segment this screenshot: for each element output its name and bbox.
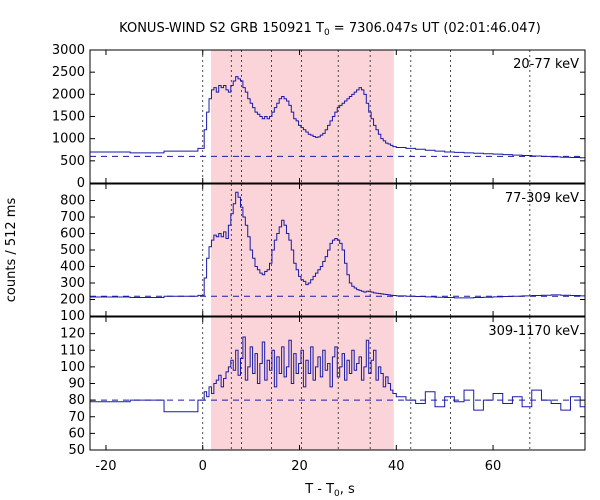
y-tick-label: 200 [60, 293, 85, 308]
y-tick-label: 50 [68, 443, 85, 458]
y-tick-label: 700 [60, 210, 85, 225]
x-tick-label: 40 [388, 459, 405, 474]
count-rate-histogram [90, 76, 586, 159]
y-tick-label: 60 [68, 426, 85, 441]
y-tick-label: 110 [60, 343, 85, 358]
panel-20-77kev: 0 500 1000 1500 2000 2500 3000 20-77 keV [52, 43, 586, 191]
y-tick-label: 0 [77, 176, 85, 191]
y-tick-label: 100 [60, 360, 85, 375]
y-tick-label: 1000 [52, 132, 85, 147]
y-tick-label: 2500 [52, 65, 85, 80]
chart-title: KONUS-WIND S2 GRB 150921 T0 = 7306.047s … [119, 21, 541, 38]
y-tick-label: 120 [60, 327, 85, 342]
y-tick-label: 400 [60, 260, 85, 275]
count-rate-histogram [90, 191, 586, 299]
y-tick-label: 500 [60, 243, 85, 258]
y-tick-label: 2000 [52, 87, 85, 102]
y-axis-label: counts / 512 ms [4, 198, 19, 303]
count-rate-histogram [90, 336, 586, 413]
x-tick-label: 60 [485, 459, 502, 474]
burst-interval-shade [210, 317, 394, 450]
burst-interval-shade [210, 50, 394, 183]
y-tick-label: 90 [68, 377, 85, 392]
y-tick-label: 80 [68, 393, 85, 408]
panel-energy-label: 309-1170 keV [488, 324, 579, 339]
panel-energy-label: 20-77 keV [513, 57, 579, 72]
panel-energy-label: 77-309 keV [505, 191, 579, 206]
y-tick-label: 800 [60, 194, 85, 209]
y-tick-label: 300 [60, 276, 85, 291]
y-tick-label: 70 [68, 410, 85, 425]
x-axis-label: T - T0, s [304, 482, 355, 499]
y-tick-label: 500 [60, 154, 85, 169]
x-tick-label: 0 [199, 459, 207, 474]
x-tick-labels: -20 0 20 40 60 [95, 459, 501, 474]
y-tick-label: 100 [60, 309, 85, 324]
x-tick-label: 20 [291, 459, 308, 474]
y-tick-label: 1500 [52, 110, 85, 125]
y-tick-label: 600 [60, 227, 85, 242]
y-tick-label: 3000 [52, 43, 85, 58]
x-tick-label: -20 [95, 459, 116, 474]
